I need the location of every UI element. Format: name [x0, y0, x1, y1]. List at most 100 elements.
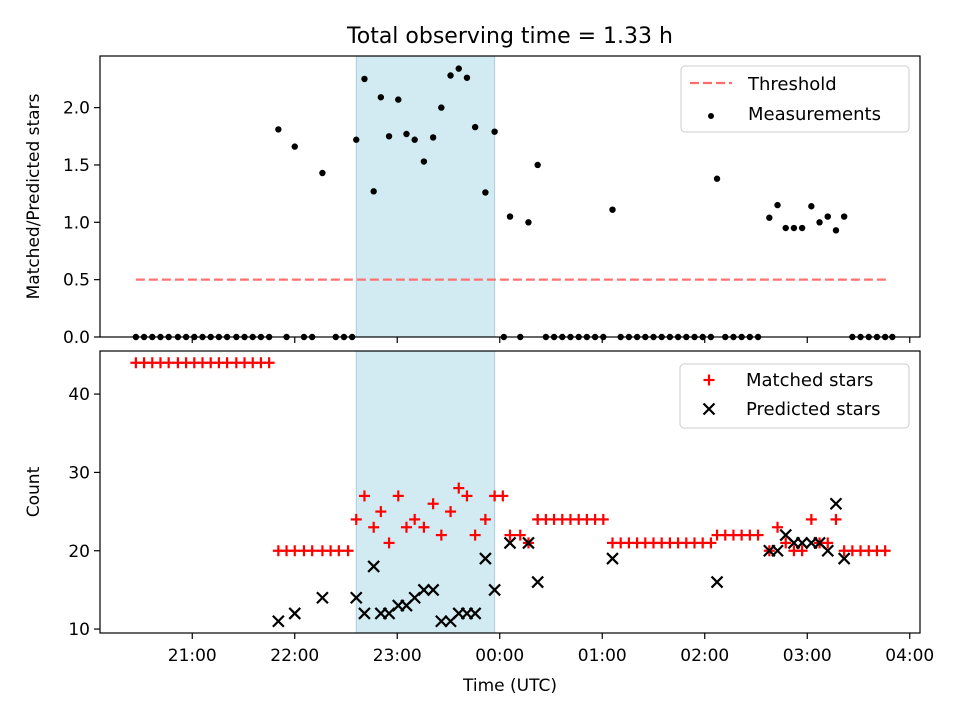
matched-star-marker [879, 545, 891, 557]
measurement-point [429, 134, 437, 141]
measurement-point [403, 130, 410, 138]
measurement-point [395, 96, 402, 103]
cross-stroke [288, 607, 302, 620]
measurement-point [790, 224, 798, 232]
cross-stroke [795, 536, 809, 550]
predicted-star-marker [488, 583, 501, 597]
legend-predicted-swatch [702, 402, 716, 416]
matched-star-marker [453, 482, 465, 494]
cross-stroke [522, 536, 535, 550]
cross-stroke [771, 544, 784, 558]
measurement-point [438, 104, 445, 111]
predicted-star-marker [710, 575, 724, 589]
matched-star-marker [822, 537, 834, 549]
matched-star-marker [368, 521, 380, 533]
count-y-axis-label: Count [24, 466, 44, 517]
count-legend-box [679, 363, 910, 429]
legend-measurements-swatch [708, 113, 714, 119]
predicted-star-marker [503, 536, 517, 550]
predicted-star-marker [795, 536, 809, 550]
x-tick-label: 02:00 [680, 646, 729, 666]
matched-star-marker [469, 529, 481, 541]
measurement-point [525, 219, 532, 226]
y-tick-label: 10 [68, 620, 90, 640]
matched-star-marker [350, 513, 362, 525]
cross-stroke [367, 560, 380, 573]
predicted-star-marker [367, 560, 380, 573]
x-tick-label: 21:00 [168, 646, 217, 666]
matched-star-marker [392, 490, 404, 502]
measurement-point [482, 189, 489, 196]
predicted-star-marker [272, 614, 285, 628]
matched-star-marker [221, 357, 233, 369]
matched-star-marker [830, 513, 842, 525]
cross-stroke [710, 575, 724, 589]
predicted-star-marker [606, 552, 619, 565]
measurement-point [491, 128, 498, 135]
matched-star-marker [597, 513, 609, 525]
measurement-point [832, 227, 840, 234]
cross-stroke [837, 552, 851, 565]
measurement-point [377, 94, 385, 101]
measurement-point [798, 224, 806, 232]
cross-stroke [479, 552, 492, 565]
legend-matched-label: Matched stars [746, 370, 873, 391]
legend-cross-marker [702, 402, 716, 416]
ratio-panel-frame [99, 55, 921, 338]
ratio-y-axis-label: Matched/Predicted stars [24, 93, 44, 299]
legend-threshold-label: Threshold [747, 74, 837, 95]
y-tick-label: 1.0 [63, 213, 90, 233]
count-panel-frame [99, 350, 921, 634]
y-tick-label: 20 [68, 542, 90, 562]
ratio-panel: 0.00.51.01.52.0 Matched/Predicted stars … [24, 55, 921, 348]
matched-star-marker [306, 545, 318, 557]
cross-stroke [349, 591, 363, 605]
measurement-point [471, 123, 479, 131]
y-tick-label: 2.0 [63, 99, 90, 119]
y-tick-label: 0.5 [63, 271, 90, 291]
matched-star-marker [342, 545, 354, 557]
predicted-star-marker [349, 591, 363, 605]
count-x-axis-ticks: 21:00 22:00 23:00 00:00 01:00 02:00 03:00 04:00 [168, 633, 934, 666]
measurement-point [808, 203, 815, 210]
measurement-point [816, 219, 823, 226]
matched-star-marker [772, 521, 784, 533]
figure-title: Total observing time = 1.33 h [346, 24, 673, 49]
cross-stroke [829, 497, 843, 511]
matched-star-marker [358, 490, 370, 502]
matched-star-marker [333, 545, 345, 557]
matched-star-marker [445, 506, 457, 518]
matched-star-marker [514, 529, 526, 541]
cross-stroke [426, 583, 440, 597]
matched-star-marker [435, 529, 447, 541]
matched-star-marker [289, 545, 301, 557]
measurement-point [361, 75, 368, 83]
predicted-star-marker [479, 552, 492, 565]
predicted-star-marker [316, 591, 329, 605]
predicted-star-marker [522, 536, 535, 550]
measurement-point [766, 214, 773, 221]
predicted-star-marker [468, 607, 482, 620]
count-legend: Matched stars Predicted stars [679, 363, 910, 429]
matched-star-marker [705, 537, 717, 549]
measurement-point [713, 175, 721, 182]
predicted-star-marker [358, 607, 371, 620]
legend-matched-swatch [703, 374, 715, 386]
y-tick-label: 0.0 [63, 328, 90, 348]
cross-stroke [702, 402, 716, 416]
measurement-point [420, 158, 428, 165]
cross-stroke [435, 614, 448, 628]
measurement-point [609, 206, 616, 213]
observing-window-shade-top [355, 55, 496, 338]
matched-star-marker [418, 521, 430, 533]
cross-stroke [503, 536, 517, 550]
cross-stroke [821, 544, 835, 558]
predicted-star-marker [426, 583, 440, 597]
x-tick-label: 00:00 [475, 646, 524, 666]
ratio-legend: Threshold Measurements [680, 65, 910, 133]
x-tick-label: 04:00 [885, 646, 934, 666]
measurement-point [370, 188, 377, 195]
legend-plus-marker [703, 374, 715, 386]
matched-star-marker [780, 537, 792, 549]
